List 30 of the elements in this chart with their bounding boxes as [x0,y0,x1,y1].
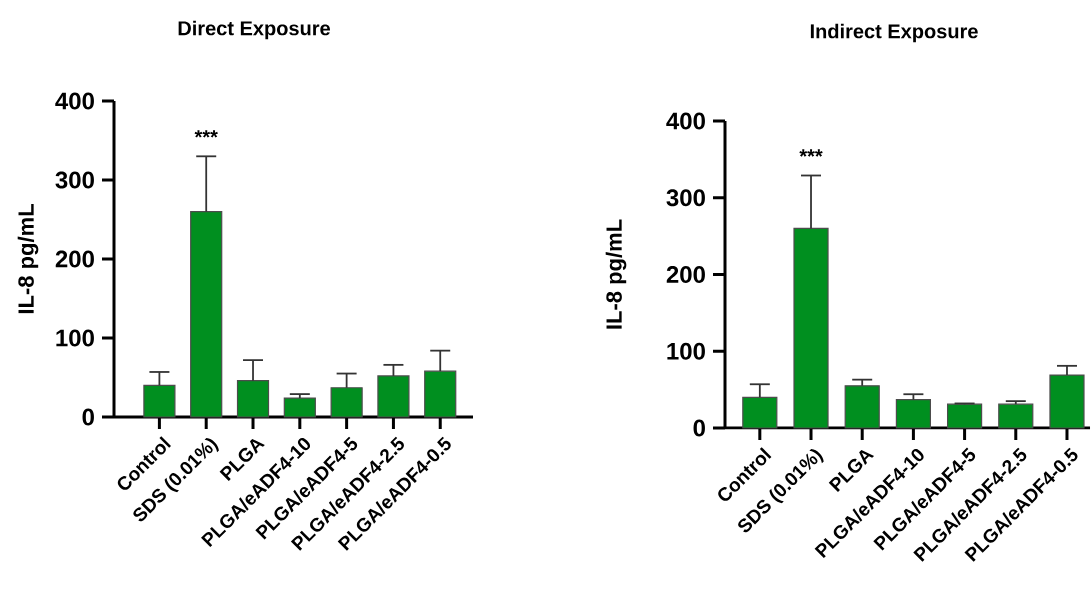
bar [844,385,880,429]
bar [998,403,1034,429]
y-tick-label: 400 [55,92,94,110]
bar [283,397,316,418]
y-axis-title: IL-8 pg/mL [17,204,39,314]
y-tick-label: 300 [666,189,705,207]
bar [424,370,457,418]
chart-title: Indirect Exposure [810,23,978,43]
bar [377,375,410,418]
bar [190,211,223,418]
y-tick-label: 0 [693,419,705,437]
y-tick-label: 100 [667,342,705,360]
y-tick-label: 200 [55,250,94,268]
annotation: *** [799,149,823,157]
y-tick-label: 400 [666,112,705,130]
bar [1049,374,1085,429]
bar [895,399,931,429]
y-tick-label: 100 [56,329,94,347]
bar [793,227,829,429]
annotation: *** [194,130,218,138]
y-tick-label: 200 [666,266,705,283]
bar [742,396,778,429]
bar [143,384,176,418]
bar [946,403,983,429]
y-axis-title: IL-8 pg/mL [605,219,627,329]
y-tick-label: 300 [55,171,94,189]
bar [330,387,363,418]
bar [236,380,270,418]
y-tick-label: 0 [82,408,94,426]
chart-title: Direct Exposure [178,20,330,40]
